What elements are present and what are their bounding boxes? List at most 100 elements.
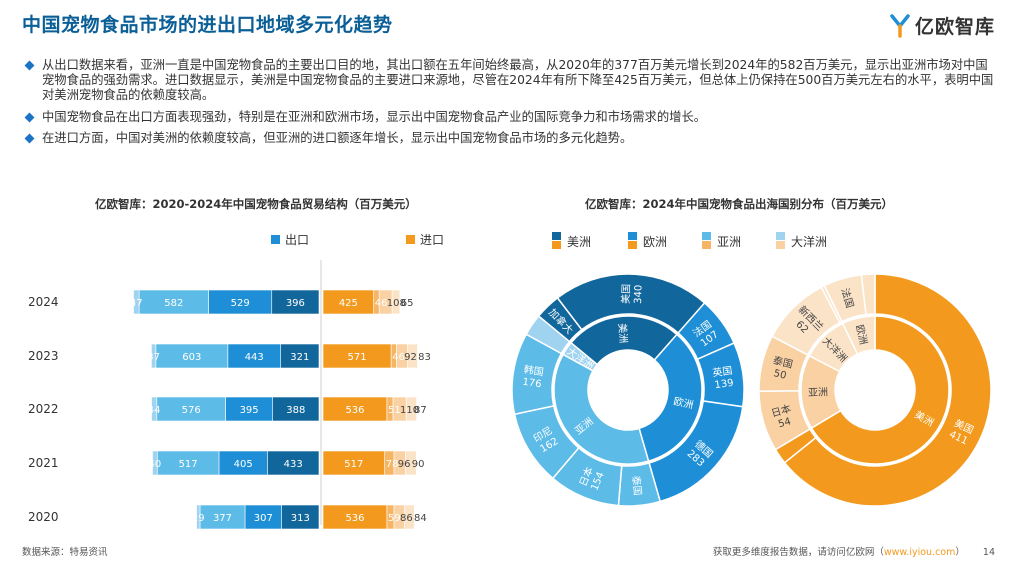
page-title: 中国宠物食品市场的进出口地域多元化趋势 bbox=[22, 14, 393, 36]
slice-label: 139 bbox=[714, 378, 734, 391]
export-bar-segment bbox=[151, 343, 157, 369]
import-value-label: 571 bbox=[348, 352, 367, 363]
slice-label: 50 bbox=[772, 368, 787, 382]
import-value-label: 425 bbox=[339, 298, 358, 309]
import-value-label: 92 bbox=[404, 352, 417, 363]
export-bar-segment bbox=[152, 450, 158, 476]
export-bar-segment bbox=[196, 504, 201, 530]
slice-label: 英国 bbox=[712, 364, 734, 380]
export-bar-segment bbox=[227, 343, 281, 369]
export-bar-segment bbox=[272, 396, 320, 422]
export-value-label: 321 bbox=[290, 352, 309, 363]
export-bar-segment bbox=[156, 450, 220, 476]
export-value-label: 529 bbox=[231, 298, 250, 309]
export-value-label: 582 bbox=[164, 298, 183, 309]
import-value-label: 536 bbox=[345, 513, 364, 524]
slice-label: 欧洲 bbox=[672, 395, 694, 411]
export-value-label: 433 bbox=[284, 459, 303, 470]
slice-label-group: 欧洲 bbox=[672, 395, 694, 411]
import-value-label: 86 bbox=[400, 513, 413, 524]
import-value-label: 84 bbox=[414, 513, 427, 524]
import-bar-segment bbox=[322, 396, 388, 422]
slice-label-group: 泰国 bbox=[630, 475, 645, 496]
legend-swatch bbox=[271, 235, 280, 244]
slice-label: 欧洲 bbox=[853, 324, 869, 346]
diamond-bullet-icon bbox=[24, 60, 35, 71]
legend-label: 出口 bbox=[285, 233, 309, 247]
import-bar-segment bbox=[391, 289, 401, 315]
footer-text: 获取更多维度报告数据，请访问亿欧网（ bbox=[712, 547, 884, 558]
bullet-item: 从出口数据来看，亚洲一直是中国宠物食品的主要出口目的地，其出口额在五年间始终最高… bbox=[24, 58, 998, 104]
export-bar-segment bbox=[281, 504, 320, 530]
bullet-text: 从出口数据来看，亚洲一直是中国宠物食品的主要出口目的地，其出口额在五年间始终最高… bbox=[42, 58, 994, 103]
export-value-label: 377 bbox=[213, 513, 232, 524]
export-value-label: 576 bbox=[182, 405, 201, 416]
export-value-label: 47 bbox=[130, 298, 143, 309]
right-inner-slice bbox=[810, 315, 950, 465]
export-bar-segment bbox=[225, 396, 273, 422]
year-label: 2023 bbox=[28, 349, 59, 363]
bullet-list: 从出口数据来看，亚洲一直是中国宠物食品的主要出口目的地，其出口额在五年间始终最高… bbox=[24, 58, 998, 152]
legend-label: 欧洲 bbox=[643, 235, 667, 249]
export-value-label: 395 bbox=[240, 405, 259, 416]
export-bar-segment bbox=[138, 289, 209, 315]
import-bar-segment bbox=[407, 343, 418, 369]
export-value-label: 37 bbox=[147, 352, 160, 363]
export-value-label: 443 bbox=[245, 352, 264, 363]
import-value-label: 110 bbox=[400, 405, 419, 416]
export-bar-segment bbox=[156, 396, 226, 422]
import-value-label: 96 bbox=[398, 459, 411, 470]
left-inner-slice bbox=[562, 341, 599, 372]
import-value-label: 108 bbox=[387, 298, 406, 309]
legend-label: 亚洲 bbox=[717, 235, 741, 249]
import-value-label: 46 bbox=[375, 298, 388, 309]
data-source: 数据来源：特易资讯 bbox=[22, 547, 108, 558]
slice-label: 54 bbox=[777, 416, 792, 430]
year-label: 2024 bbox=[28, 295, 59, 309]
left-inner-slice bbox=[638, 333, 703, 463]
legend-swatch bbox=[628, 232, 637, 240]
slice-label: 泰国 bbox=[630, 475, 645, 496]
bullet-item: 中国宠物食品在出口方面表现强劲，特别是在亚洲和欧洲市场，显示出中国宠物食品产业的… bbox=[24, 109, 998, 125]
export-value-label: 313 bbox=[291, 513, 310, 524]
slice-label-group: 美洲 bbox=[616, 323, 631, 344]
export-bar-segment bbox=[267, 450, 320, 476]
export-bar-segment bbox=[271, 289, 320, 315]
import-value-label: 90 bbox=[412, 459, 425, 470]
import-bar-segment bbox=[322, 289, 375, 315]
slice-label: 亚洲 bbox=[808, 386, 828, 399]
bullet-text: 在进口方面，中国对美洲的依赖度较高，但亚洲的进口额逐年增长，显示出中国宠物食品市… bbox=[42, 130, 633, 145]
bullet-text: 中国宠物食品在出口方面表现强劲，特别是在亚洲和欧洲市场，显示出中国宠物食品产业的… bbox=[42, 109, 707, 124]
legend-swatch bbox=[406, 235, 415, 244]
diamond-bullet-icon bbox=[24, 133, 35, 144]
import-value-label: 46 bbox=[392, 352, 405, 363]
export-bar-segment bbox=[218, 450, 268, 476]
export-value-label: 44 bbox=[148, 405, 161, 416]
logo-icon bbox=[890, 13, 910, 38]
slice-label-group: 美国 340 bbox=[619, 284, 645, 304]
legend-swatch bbox=[702, 232, 711, 240]
legend-label: 大洋洲 bbox=[791, 234, 827, 249]
year-label: 2020 bbox=[28, 510, 59, 524]
bar-chart-title: 亿欧智库：2020-2024年中国宠物食品贸易结构（百万美元） bbox=[95, 197, 417, 211]
right-outer-slice bbox=[783, 273, 992, 507]
footer-text-tail: ） bbox=[955, 547, 965, 558]
export-value-label: 29 bbox=[192, 513, 205, 524]
import-value-label: 51 bbox=[388, 405, 401, 416]
slice-label: 340 bbox=[633, 285, 645, 304]
legend-swatch bbox=[552, 241, 561, 249]
export-value-label: 517 bbox=[179, 459, 198, 470]
diamond-bullet-icon bbox=[24, 112, 35, 123]
export-bar-segment bbox=[133, 289, 140, 315]
legend-swatch bbox=[702, 241, 711, 249]
import-value-label: 65 bbox=[401, 298, 414, 309]
legend-swatch bbox=[552, 232, 561, 240]
slice-label-group: 欧洲 bbox=[853, 324, 869, 346]
slice-label: 韩国 bbox=[523, 363, 545, 379]
footer-link[interactable]: www.iyiou.com bbox=[883, 547, 956, 558]
import-bar-segment bbox=[403, 504, 415, 530]
export-value-label: 603 bbox=[182, 352, 201, 363]
donut-chart-title: 亿欧智库：2024年中国宠物食品出海国别分布（百万美元） bbox=[585, 197, 894, 211]
right-outer-slice bbox=[860, 273, 876, 316]
